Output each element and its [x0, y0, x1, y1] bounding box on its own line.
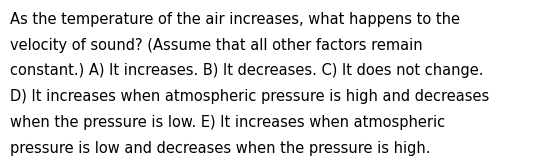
Text: D) It increases when atmospheric pressure is high and decreases: D) It increases when atmospheric pressur… — [10, 89, 489, 104]
Text: As the temperature of the air increases, what happens to the: As the temperature of the air increases,… — [10, 12, 460, 27]
Text: pressure is low and decreases when the pressure is high.: pressure is low and decreases when the p… — [10, 141, 431, 156]
Text: when the pressure is low. E) It increases when atmospheric: when the pressure is low. E) It increase… — [10, 115, 445, 130]
Text: constant.) A) It increases. B) It decreases. C) It does not change.: constant.) A) It increases. B) It decrea… — [10, 63, 484, 78]
Text: velocity of sound? (Assume that all other factors remain: velocity of sound? (Assume that all othe… — [10, 38, 422, 53]
